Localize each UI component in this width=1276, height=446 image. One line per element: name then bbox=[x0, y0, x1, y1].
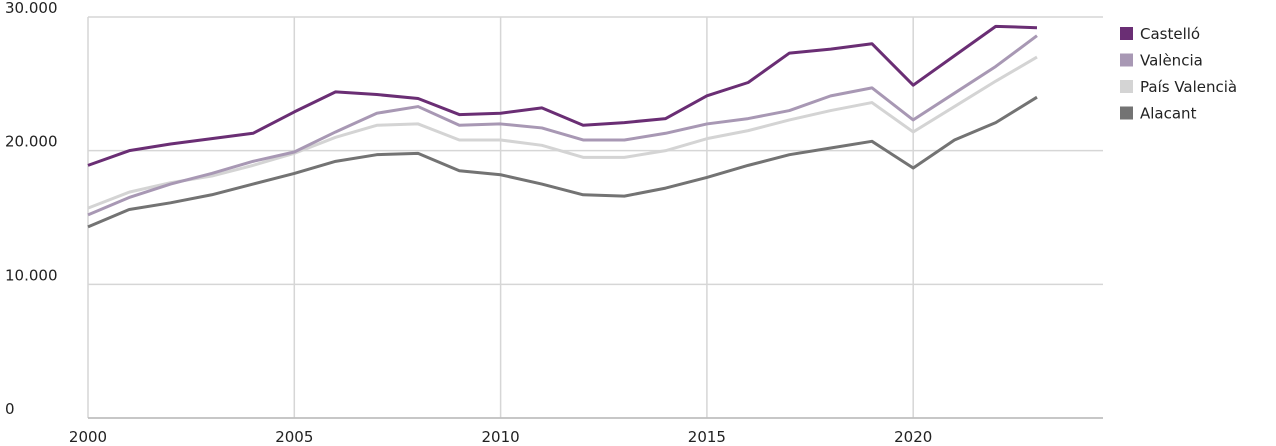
legend-swatch bbox=[1120, 80, 1133, 93]
x-tick-label: 2000 bbox=[69, 428, 107, 446]
legend-label: Alacant bbox=[1140, 105, 1197, 123]
series-line bbox=[87, 34, 1038, 217]
series-line bbox=[87, 24, 1038, 167]
legend-swatch bbox=[1120, 27, 1133, 40]
legend-swatch bbox=[1120, 53, 1133, 67]
y-tick-label: 0 bbox=[5, 400, 15, 418]
x-tick-label: 2015 bbox=[688, 428, 726, 446]
x-tick-label: 2020 bbox=[894, 428, 932, 446]
legend-swatch bbox=[1120, 106, 1133, 120]
legend-label: Castelló bbox=[1140, 25, 1200, 43]
y-tick-label: 20.000 bbox=[5, 133, 58, 151]
y-tick-label: 30.000 bbox=[5, 0, 58, 17]
y-tick-label: 10.000 bbox=[5, 266, 58, 284]
legend-label: País Valencià bbox=[1140, 78, 1237, 96]
x-tick-label: 2005 bbox=[275, 428, 313, 446]
series-line bbox=[87, 55, 1038, 210]
legend-label: València bbox=[1140, 52, 1203, 70]
x-tick-label: 2010 bbox=[482, 428, 520, 446]
series-line bbox=[87, 95, 1038, 229]
